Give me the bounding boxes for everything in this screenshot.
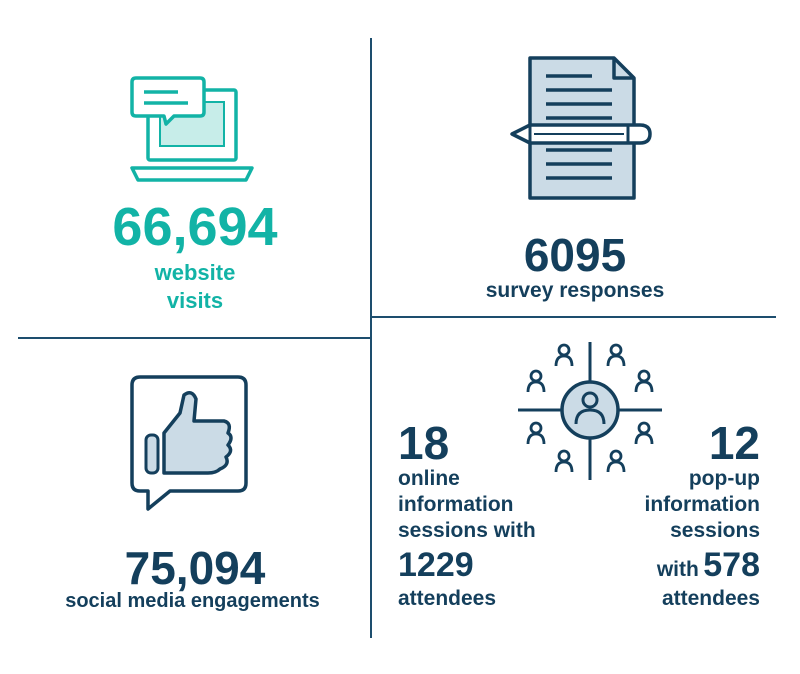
divider-horizontal-right: [370, 316, 776, 318]
thumbs-up-icon: [130, 375, 248, 511]
online-sessions-line1: online: [398, 467, 460, 490]
popup-sessions-line2: information: [644, 493, 761, 516]
survey-responses-value: 6095: [523, 229, 627, 281]
popup-sessions-line1: pop-up: [688, 467, 760, 490]
popup-attendees-value: 578: [703, 546, 760, 584]
online-sessions-line3: sessions with: [398, 519, 536, 542]
popup-sessions-line3: sessions: [670, 519, 760, 542]
divider-vertical: [370, 38, 372, 638]
website-visits-value: 66,694: [112, 197, 278, 257]
social-engagements-label: social media engagements: [65, 590, 320, 612]
laptop-chat-icon: [130, 76, 254, 182]
online-sessions-line2: information: [398, 493, 514, 516]
social-engagements-value: 75,094: [124, 542, 266, 594]
website-visits-label-line2: visits: [166, 288, 224, 313]
document-pencil-icon: [510, 56, 652, 200]
online-sessions-value: 18: [398, 417, 450, 469]
survey-responses-label: survey responses: [485, 279, 665, 302]
online-attendees-value: 1229: [398, 546, 474, 584]
popup-sessions-value: 12: [708, 417, 760, 469]
divider-horizontal-left: [18, 337, 370, 339]
popup-attendees-label: attendees: [661, 587, 760, 610]
popup-with-label: with: [656, 558, 699, 581]
community-target-icon: [518, 342, 662, 480]
website-visits-label-line1: website: [154, 260, 236, 285]
online-attendees-label: attendees: [398, 587, 497, 610]
popup-attendees-row: with 578: [560, 548, 760, 582]
